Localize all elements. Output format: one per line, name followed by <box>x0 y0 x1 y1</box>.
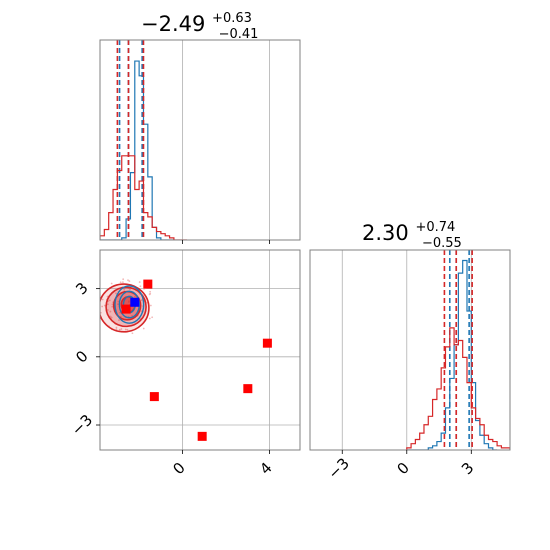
sample-point <box>120 328 123 330</box>
title-plus-param-2: +0.74 <box>415 220 455 235</box>
sample-point <box>148 317 151 320</box>
sample-point <box>128 280 131 283</box>
sample-point <box>122 278 125 281</box>
joint-panel: 0 4 −3 0 3 <box>68 249 301 478</box>
histogram-series-1-0 <box>406 259 498 450</box>
sample-point <box>110 316 113 319</box>
sample-point <box>151 316 154 319</box>
sample-point <box>131 332 134 335</box>
marginal-panel-param-2: 2.30 +0.74 −0.55 −3 0 3 <box>309 212 511 483</box>
title-minus-param-2: −0.55 <box>422 236 462 251</box>
tick-label-x-2-0: 0 <box>169 459 188 478</box>
sample-point <box>149 304 152 307</box>
sample-point <box>111 305 114 308</box>
red-marker-4 <box>243 384 253 394</box>
tick-label-y-2-1: 0 <box>72 347 91 366</box>
red-marker-5 <box>262 338 272 348</box>
panel-title-param-1: −2.49 +0.63 −0.41 <box>141 3 259 42</box>
sample-point <box>101 298 104 301</box>
red-marker-0 <box>143 279 153 289</box>
title-value-param-2: 2.30 <box>362 221 409 245</box>
sample-point <box>117 303 119 306</box>
marginal-panel-param-1: −2.49 +0.63 −0.41 <box>99 3 301 244</box>
sample-point <box>106 303 109 306</box>
red-marker-3 <box>197 431 207 441</box>
sample-point <box>103 304 106 307</box>
panel-title-param-2: 2.30 +0.74 −0.55 <box>362 212 462 251</box>
blue-contour-1 <box>118 290 141 319</box>
sample-point <box>117 300 120 303</box>
sample-point <box>118 319 120 321</box>
sample-point <box>142 327 145 330</box>
histogram-series-1-1 <box>406 327 510 450</box>
sample-point <box>129 288 131 291</box>
blue-contour-0 <box>114 285 145 324</box>
sample-point <box>119 281 122 284</box>
red-marker-2 <box>149 392 159 402</box>
sample-point <box>115 326 118 329</box>
histogram-series-0-0 <box>100 60 174 240</box>
sample-point <box>127 279 129 282</box>
histogram-series-0-1 <box>100 155 187 240</box>
sample-point <box>139 285 142 288</box>
title-plus-param-1: +0.63 <box>212 11 252 26</box>
title-minus-param-1: −0.41 <box>219 27 259 42</box>
sample-point <box>124 328 127 331</box>
sample-point <box>134 295 136 298</box>
axes-frame-param-1 <box>99 39 301 241</box>
sample-point <box>110 282 113 285</box>
sample-point <box>108 299 111 302</box>
axes-frame-joint <box>99 249 301 451</box>
sample-point <box>115 292 117 295</box>
tick-label-x-1-1: 0 <box>393 459 412 478</box>
sample-point <box>138 281 141 283</box>
tick-label-y-2-0: −3 <box>68 411 96 439</box>
sample-point <box>118 328 121 331</box>
blue-marker-0 <box>130 297 140 307</box>
sample-point <box>127 301 130 303</box>
sample-point <box>111 303 114 306</box>
red-marker-1 <box>121 304 131 314</box>
sample-point <box>123 288 126 291</box>
sample-point <box>148 293 151 296</box>
tick-label-x-1-0: −3 <box>325 454 353 482</box>
sample-point <box>101 305 104 308</box>
sample-point <box>115 328 118 331</box>
sample-point <box>106 309 109 311</box>
sample-point <box>149 290 152 293</box>
sample-point <box>126 328 129 331</box>
tick-label-y-2-2: 3 <box>72 279 91 298</box>
sample-point <box>122 281 124 284</box>
tick-label-x-2-1: 4 <box>256 459 275 478</box>
sample-point <box>140 299 143 302</box>
title-value-param-1: −2.49 <box>141 12 205 36</box>
sample-point <box>98 314 100 316</box>
tick-label-x-1-2: 3 <box>458 459 477 478</box>
sample-point <box>109 310 112 313</box>
axes-frame-param-2 <box>309 249 511 451</box>
